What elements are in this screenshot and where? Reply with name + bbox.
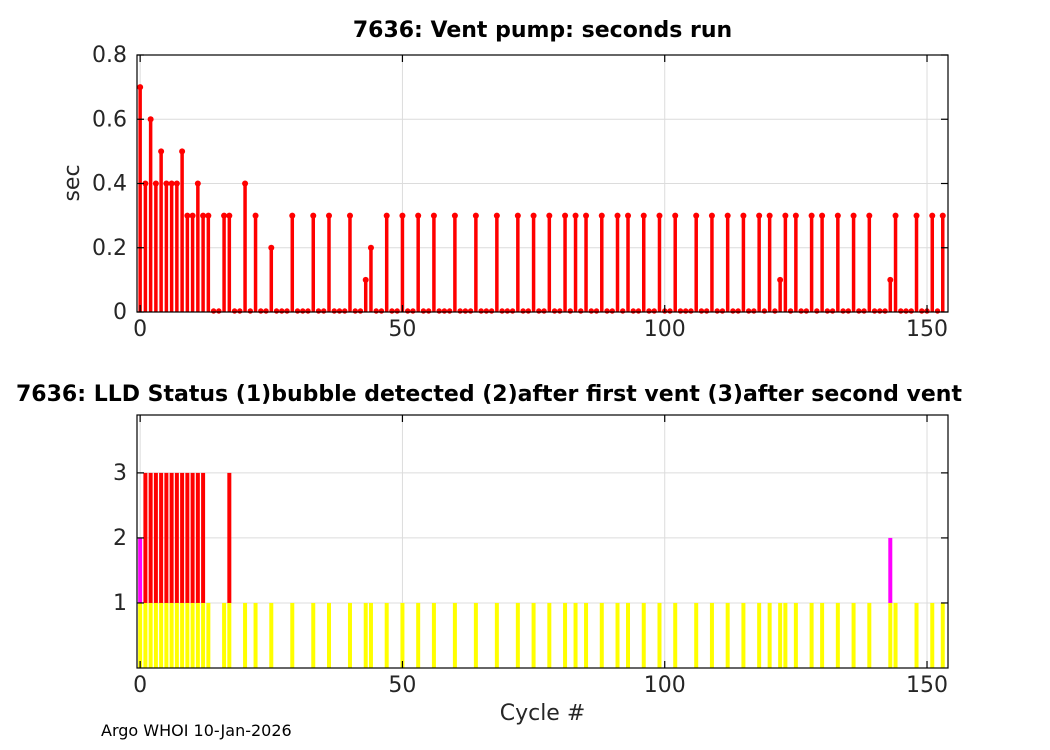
top-chart-title: 7636: Vent pump: seconds run	[352, 18, 733, 43]
vent-pump-ytick-label: 0.2	[92, 236, 127, 261]
vent-pump-ytick-label: 0	[113, 300, 127, 325]
lld-status-xtick-label: 150	[906, 673, 948, 698]
bottom-chart-title: 7636: LLD Status (1)bubble detected (2)a…	[16, 382, 962, 407]
vent-pump-ytick-label: 0.6	[92, 107, 127, 132]
lld-status-xtick-label: 100	[644, 673, 686, 698]
lld-status-bars-status-1-bubble-detected	[138, 602, 945, 668]
vent-pump-ytick-label: 0.8	[92, 43, 127, 68]
vent-pump-stems	[137, 84, 946, 314]
lld-status-bars-status-3-after-second-vent	[143, 472, 232, 603]
vent-pump-frame: 0 50 100 150 0 0.2 0.4 0.6 0.8	[92, 43, 949, 342]
vent-pump-xtick-label: 100	[644, 317, 686, 342]
lld-status-xtick-label: 50	[388, 673, 416, 698]
lld-status-frame: 0 50 100 150 1 2 3	[113, 414, 949, 698]
vent-pump-grid	[137, 54, 948, 313]
bottom-chart-xlabel: Cycle #	[499, 701, 586, 726]
vent-pump-xtick-label: 150	[906, 317, 948, 342]
lld-status-grid	[137, 415, 948, 668]
lld-status-bars-status-2-after-first-vent	[138, 537, 893, 603]
footer-note: Argo WHOI 10-Jan-2026	[101, 721, 292, 740]
vent-pump-xtick-label: 0	[133, 317, 147, 342]
lld-status-xtick-label: 0	[133, 673, 147, 698]
lld-status-ytick-label: 1	[113, 591, 127, 616]
lld-status-ytick-label: 3	[113, 461, 127, 486]
vent-pump-xtick-label: 50	[388, 317, 416, 342]
lld-status-ytick-label: 2	[113, 526, 127, 551]
vent-pump-ytick-label: 0.4	[92, 172, 127, 197]
